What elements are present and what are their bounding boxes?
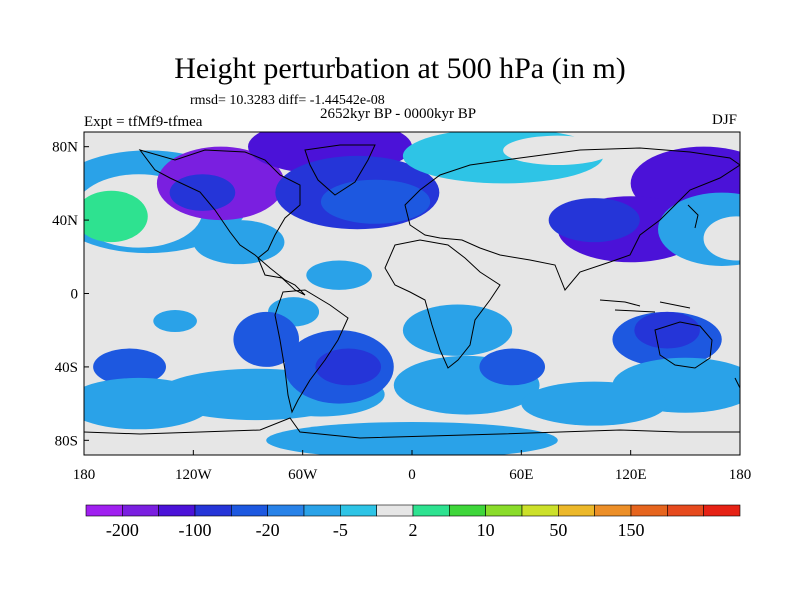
anomaly-region [315, 348, 382, 386]
colorbar-swatch [703, 504, 741, 517]
colorbar-label: -20 [256, 520, 280, 540]
lon-tick-label: 120W [175, 467, 213, 483]
anomaly-region [503, 135, 613, 166]
colorbar-swatch [158, 504, 196, 517]
greenland-coast [304, 144, 376, 196]
north-america-coast [138, 149, 306, 296]
colorbar-swatch [267, 504, 305, 517]
colorbar-swatch [412, 504, 450, 517]
lon-tick-label: 0 [408, 467, 416, 483]
anomaly-region [84, 377, 212, 430]
lon-tick-label: 180 [73, 467, 96, 483]
anomaly-region [84, 190, 148, 243]
latitude-axis: 80N 40N 0 40S 80S [52, 140, 89, 449]
lat-tick-label: 40S [55, 360, 78, 376]
colorbar-label: 50 [549, 520, 567, 540]
time-period: 2652kyr BP - 0000kyr BP [320, 106, 477, 122]
anomaly-region [320, 179, 431, 224]
africa-coast [384, 239, 501, 369]
anomaly-region [93, 348, 166, 386]
colorbar-swatch [194, 504, 232, 517]
colorbar-label: -5 [333, 520, 348, 540]
colorbar-swatch [667, 504, 704, 517]
anomaly-region [153, 310, 197, 333]
anomaly-region [266, 421, 558, 455]
colorbar-swatch [303, 504, 341, 517]
anomaly-region [169, 174, 236, 211]
colorbar-swatch [594, 504, 632, 517]
lon-tick-label: 60W [288, 467, 318, 483]
longitude-axis: 180 120W 60W 0 60E 120E 180 [73, 450, 752, 483]
lon-tick-label: 180 [729, 467, 752, 483]
colorbar-label: 2 [409, 520, 418, 540]
eurasia-coast [404, 147, 740, 291]
anomaly-region [521, 381, 668, 426]
anomaly-region [479, 348, 546, 386]
lat-tick-label: 40N [52, 213, 78, 229]
colorbar-swatch [630, 504, 668, 517]
australia-coast [654, 321, 713, 369]
colorbar-swatch [231, 504, 268, 517]
colorbar-swatch [521, 504, 559, 517]
south-america-coast [274, 289, 349, 414]
lon-tick-label: 60E [509, 467, 533, 483]
colorbar-swatch [449, 504, 486, 517]
anomaly-region [306, 260, 372, 290]
season-label: DJF [712, 112, 738, 128]
colorbar-swatch [85, 504, 123, 517]
colorbar: -200 -100 -20 -5 2 10 50 150 [85, 504, 741, 540]
experiment-label: Expt = tfMf9-tfmea [84, 114, 203, 130]
colorbar-swatch [485, 504, 523, 517]
colorbar-swatch [122, 504, 159, 517]
colorbar-label: -200 [106, 520, 139, 540]
colorbar-swatch [340, 504, 377, 517]
colorbar-label: -100 [179, 520, 212, 540]
anomaly-region [548, 198, 640, 243]
anomaly-region [193, 220, 285, 265]
figure-title: Height perturbation at 500 hPa (in m) [174, 52, 626, 85]
islands-coast [599, 299, 691, 313]
lat-tick-label: 80S [55, 433, 78, 449]
anomaly-region [634, 311, 700, 349]
lat-tick-label: 80N [52, 140, 78, 156]
lat-tick-label: 0 [71, 287, 79, 303]
antarctica-coast [84, 417, 740, 439]
map-area [84, 132, 740, 455]
colorbar-label: 150 [618, 520, 645, 540]
anomaly-region [402, 304, 513, 356]
colorbar-swatch [558, 504, 595, 517]
colorbar-label: 10 [477, 520, 495, 540]
lon-tick-label: 120E [615, 467, 647, 483]
coastlines [84, 144, 740, 439]
colorbar-swatch [376, 504, 414, 517]
stats-line: rmsd= 10.3283 diff= -1.44542e-08 [190, 93, 385, 108]
japan-nz-coast [687, 204, 740, 390]
anomaly-region [703, 216, 740, 261]
